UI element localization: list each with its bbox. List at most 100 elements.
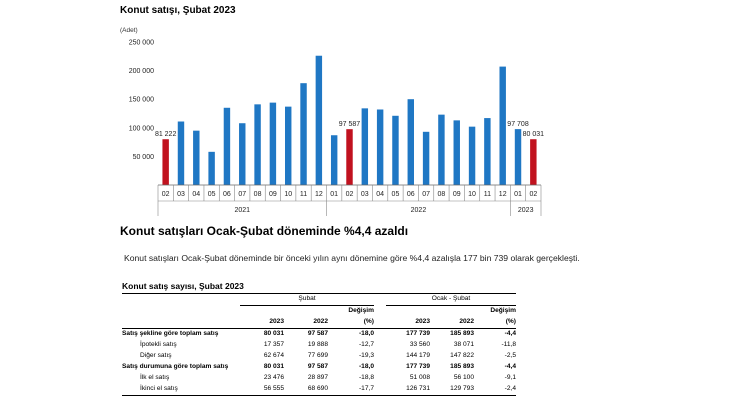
month-tick-label: 09 [269,191,277,198]
month-tick-label: 05 [392,191,400,198]
table-cell: 185 893 [450,330,474,338]
table-cell: -4,4 [504,330,516,338]
bar-11 [484,118,491,185]
table-cell: -9,1 [504,374,516,382]
bar-chart: (Adet) 50 000 100 000 150 000 200 000 250 000… [120,27,545,216]
month-tick-label: 05 [208,191,216,198]
table-cell: -19,3 [358,352,374,360]
month-tick-label: 02 [529,191,537,198]
month-tick-label: 11 [300,191,307,198]
y-tick-label: 250 000 [129,40,154,47]
month-tick-label: 07 [238,191,246,198]
bar-05 [208,151,215,185]
month-tick-label: 10 [468,191,476,198]
bar-05 [392,115,399,185]
month-tick-label: 08 [254,191,262,198]
month-tick-label: 11 [484,191,491,198]
month-tick-label: 10 [284,191,292,198]
bar-04 [193,130,200,185]
table-cell: 28 897 [307,374,328,382]
table-cell: 177 739 [406,330,430,338]
table-cell: -18,8 [358,374,374,382]
bar-11 [300,83,307,185]
data-label: 81 222 [155,131,177,138]
bar-07 [422,131,430,185]
table-cell: -2,5 [504,352,516,360]
table-cell: -18,0 [358,330,374,338]
sales-table: Şubat Ocak - Şubat Değişim Değişim 2023 … [122,293,516,396]
month-tick-label: 07 [422,191,430,198]
spacer-cell [374,329,386,341]
month-tick-label: 01 [514,191,522,198]
bar-04 [376,109,384,185]
month-tick-label: 08 [438,191,446,198]
spacer-cell [374,373,386,384]
row-label: İpotekli satış [140,341,177,349]
summary-paragraph: Konut satışları Ocak-Şubat döneminde bir… [124,253,580,263]
spacer-cell [374,362,386,373]
col-change-unit: (%) [328,317,374,329]
bar-09 [269,102,277,185]
table-row: Satış durumuna göre toplam satış 80 031 97… [122,362,516,373]
col-year-2022: 2022 [284,317,328,329]
data-label: 80 031 [523,131,545,138]
table-cell: 144 179 [406,352,430,360]
spacer-cell [374,384,386,396]
table-header-groups: Şubat Ocak - Şubat [122,293,516,306]
month-tick-label: 06 [407,191,415,198]
bar-02 [530,139,537,185]
table-cell: 177 739 [406,363,430,371]
col-change-label: Değişim [490,307,516,315]
col-year-2023: 2023 [386,317,430,329]
group-header-ocak-subat: Ocak - Şubat [386,293,516,306]
bar-12 [499,66,506,185]
row-label: İkinci el satış [122,384,240,396]
table-cell: -2,4 [474,384,516,396]
table-header-years: 2023 2022 (%) 2023 2022 (%) [122,317,516,329]
table-title: Konut satış sayısı, Şubat 2023 [122,281,244,291]
table-cell: 17 357 [263,341,284,349]
month-tick-label: 09 [453,191,461,198]
month-tick-label: 12 [499,191,507,198]
table-row: Diğer satış 62 674 77 699 -19,3 144 179 147 8… [122,351,516,362]
bar-06 [407,99,414,185]
year-label: 2023 [518,207,534,214]
table-cell: 56 555 [240,384,284,396]
y-tick-label: 150 000 [129,97,154,104]
bar-08 [438,114,445,185]
table-cell: 33 560 [409,341,430,349]
y-axis-unit-label: (Adet) [120,27,138,34]
row-label: Satış durumuna göre toplam satış [122,363,229,371]
table-cell: 97 587 [307,330,328,338]
table-row: İlk el satış 23 476 28 897 -18,8 51 008 56 10… [122,373,516,384]
year-label: 2022 [411,207,427,214]
bar-03 [177,121,185,185]
table-cell: 56 100 [453,374,474,382]
table-row: İkinci el satış 56 555 68 690 -17,7 126 731 1… [122,384,516,396]
col-change-label: Değişim [348,307,374,315]
month-tick-label: 03 [361,191,369,198]
bar-10 [468,126,476,185]
month-tick-label: 02 [346,191,354,198]
table-cell: 77 699 [307,352,328,360]
table-cell: 80 031 [263,330,284,338]
col-year-2023: 2023 [240,317,284,329]
table-cell: 51 008 [409,374,430,382]
month-tick-label: 01 [330,191,338,198]
table-cell: 38 071 [453,341,474,349]
table-cell: -18,0 [358,363,374,371]
y-tick-label: 50 000 [133,154,155,161]
bar-01 [330,135,338,185]
month-tick-label: 03 [177,191,185,198]
data-label: 97 708 [507,121,529,128]
spacer-cell [374,351,386,362]
bar-09 [453,120,460,185]
table-row: Satış şekline göre toplam satış 80 031 97 … [122,329,516,341]
table-cell: 126 731 [386,384,430,396]
month-tick-label: 04 [376,191,384,198]
table-cell: 80 031 [263,363,284,371]
table-cell: 185 893 [450,363,474,371]
table-cell: -17,7 [328,384,374,396]
bar-07 [239,123,246,185]
year-label: 2021 [234,207,250,214]
